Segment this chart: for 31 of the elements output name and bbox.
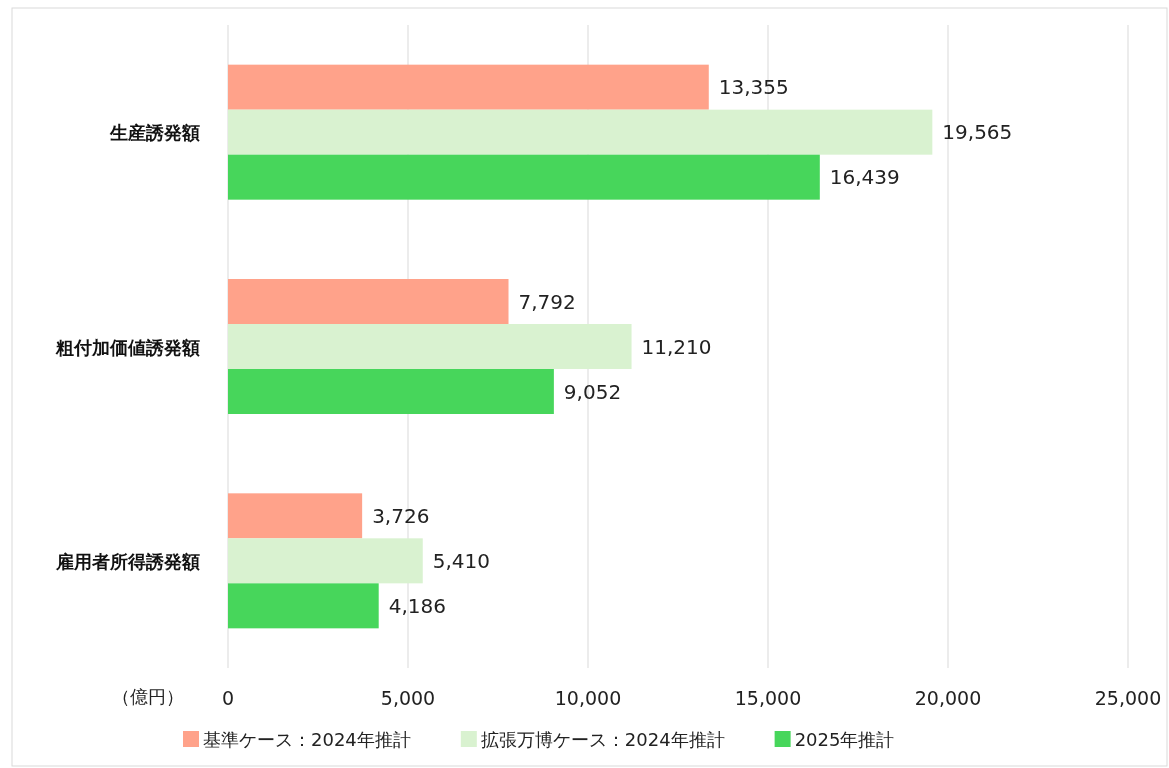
x-tick-label: 0 xyxy=(221,687,235,709)
data-label: 9,052 xyxy=(563,379,622,404)
x-axis-title: （億円） xyxy=(112,686,184,707)
data-label: 3,726 xyxy=(372,503,430,528)
x-tick-label: 15,000 xyxy=(734,687,802,709)
y-tick-label: 粗付加価値誘発額 xyxy=(55,336,200,358)
bar xyxy=(228,324,632,369)
x-tick-label: 10,000 xyxy=(554,687,622,709)
y-tick-label: 生産誘発額 xyxy=(109,122,200,144)
legend-label: 基準ケース：2024年推計 xyxy=(203,729,411,750)
x-tick-label: 25,000 xyxy=(1094,687,1162,709)
data-label: 13,355 xyxy=(718,75,789,100)
bar xyxy=(228,64,709,110)
x-tick-label: 20,000 xyxy=(914,687,982,709)
data-label: 16,439 xyxy=(829,165,900,190)
y-tick-label: 雇用者所得誘発額 xyxy=(55,550,200,572)
bar xyxy=(228,538,423,584)
bar xyxy=(228,109,933,155)
bar xyxy=(228,493,363,539)
legend-label: 2025年推計 xyxy=(794,729,895,750)
data-label: 11,210 xyxy=(641,334,712,359)
bar xyxy=(228,154,820,200)
bar xyxy=(228,369,554,414)
bar xyxy=(228,583,379,629)
data-label: 7,792 xyxy=(518,289,576,314)
data-label: 19,565 xyxy=(942,120,1013,145)
x-tick-label: 5,000 xyxy=(380,687,436,709)
data-label: 4,186 xyxy=(388,593,446,618)
bar xyxy=(228,279,509,324)
legend-label: 拡張万博ケース：2024年推計 xyxy=(480,729,725,750)
data-label: 5,410 xyxy=(432,548,491,573)
